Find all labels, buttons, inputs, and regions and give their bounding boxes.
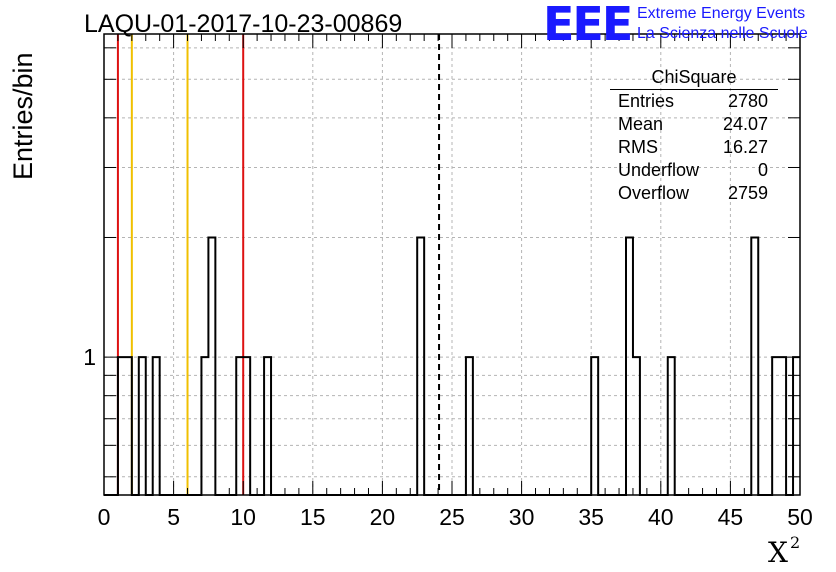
chart-title: LAQU-01-2017-10-23-00869 (84, 10, 403, 38)
stats-value: 24.07 (722, 114, 768, 134)
histogram-bin (139, 357, 146, 495)
logo-line-2: La Scienza nelle Scuole (637, 25, 808, 42)
logo-line-1: Extreme Energy Events (637, 5, 806, 22)
stats-label: Mean (618, 114, 664, 134)
x-tick-label: 10 (230, 504, 256, 530)
x-tick-label: 0 (98, 504, 111, 530)
y-tick-label: 1 (83, 344, 96, 370)
stats-value: 16.27 (722, 137, 768, 157)
stats-value: 0 (757, 160, 768, 180)
x-tick-label: 35 (578, 504, 604, 530)
x-tick-label: 15 (300, 504, 326, 530)
x-tick-label: 40 (648, 504, 674, 530)
x-tick-label: 50 (787, 504, 813, 530)
stats-label: RMS (618, 137, 658, 157)
x-axis-label-superscript: 2 (789, 532, 801, 552)
x-axis-label-base: X (768, 536, 788, 569)
axis-ticks (103, 34, 801, 495)
stats-value: 2780 (727, 91, 768, 111)
stats-value: 2759 (727, 183, 768, 203)
x-tick-label: 45 (718, 504, 744, 530)
stats-row-overflow: Overflow 2759 (610, 182, 778, 205)
stats-row-underflow: Underflow 0 (610, 159, 778, 182)
x-tick-label: 30 (509, 504, 535, 530)
x-tick-label: 20 (370, 504, 396, 530)
histogram-bin (118, 357, 125, 495)
histogram-bin (668, 357, 675, 495)
histogram-bin (626, 237, 633, 495)
stats-row-entries: Entries 2780 (610, 90, 778, 113)
stats-row-rms: RMS 16.27 (610, 136, 778, 159)
histogram-bin (243, 357, 250, 495)
histogram-bin (793, 357, 800, 495)
histogram-bin (591, 357, 598, 495)
histogram-bin (751, 237, 758, 495)
histogram-bin (125, 357, 132, 495)
histogram-bin (633, 357, 640, 495)
stats-title: ChiSquare (651, 67, 737, 87)
stats-label: Underflow (618, 160, 700, 180)
x-tick-label: 5 (167, 504, 180, 530)
tick-labels: 0 5 10 15 20 25 30 35 40 45 50 1 (83, 344, 813, 530)
histogram-bin (236, 357, 243, 495)
histogram-bin (153, 357, 160, 495)
histogram-bin (264, 357, 271, 495)
x-tick-label: 25 (439, 504, 465, 530)
reference-lines (116, 34, 441, 495)
histogram-bin (208, 237, 215, 495)
y-axis-label: Entries/bin (8, 52, 38, 180)
histogram-bin (417, 237, 424, 495)
eee-logo-mark: EEE (543, 0, 633, 51)
histogram-bin (466, 357, 473, 495)
stats-label: Overflow (618, 183, 690, 203)
histogram-bin (779, 357, 786, 495)
eee-logo: EEE (543, 0, 633, 51)
stats-row-mean: Mean 24.07 (610, 113, 778, 136)
histogram-bin (772, 357, 779, 495)
eee-logo-text: Extreme Energy Events La Scienza nelle S… (637, 4, 808, 44)
stats-divider (610, 89, 778, 90)
stats-box: ChiSquare Entries 2780 Mean 24.07 RMS 16.27… (610, 66, 778, 205)
histogram-bin (201, 357, 208, 495)
stats-label: Entries (618, 91, 675, 111)
